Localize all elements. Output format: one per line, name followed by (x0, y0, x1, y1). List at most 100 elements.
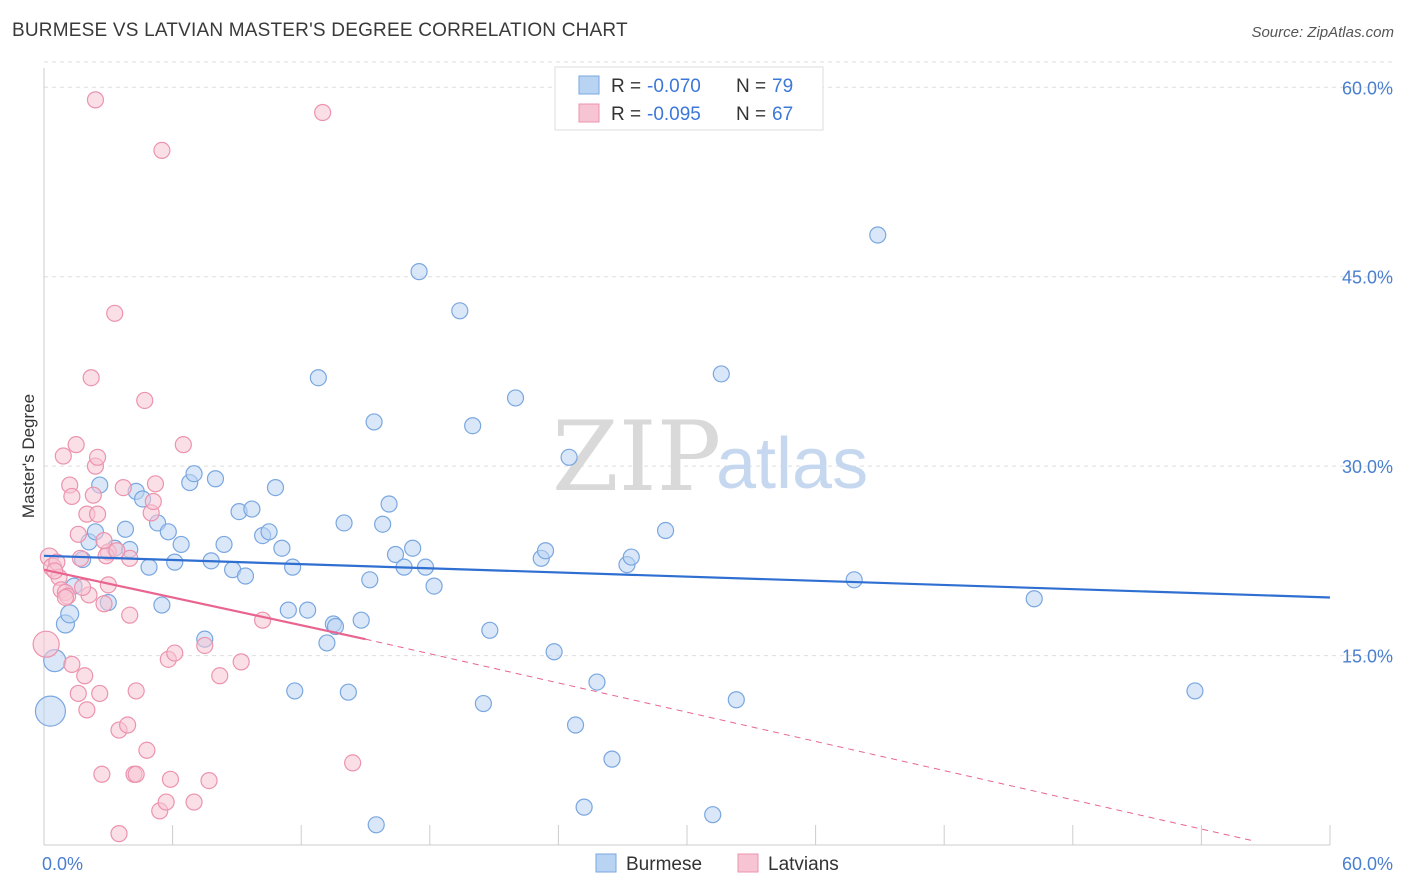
legend-r-value-latvians: -0.095 (647, 104, 701, 125)
latvian-point (144, 492, 162, 511)
burmese-point (266, 478, 285, 497)
burmese-point (603, 750, 621, 768)
legend-r-label-burmese: R = (611, 76, 641, 97)
burmese-point (273, 539, 291, 557)
burmese-point (536, 542, 555, 560)
latvian-point (88, 505, 107, 523)
stats-legend: R = -0.070 N = 79 R = -0.095 N = 67 (554, 66, 824, 131)
x-tick-label: 60.0% (1342, 854, 1393, 874)
burmese-point (215, 535, 233, 554)
burmese-point (185, 465, 203, 483)
burmese-point (309, 369, 327, 387)
burmese-point (172, 535, 190, 554)
burmese-point (575, 798, 593, 816)
burmese-point (166, 553, 184, 571)
series-legend-swatch-burmese (595, 853, 617, 873)
burmese-point (545, 643, 563, 661)
latvian-point (146, 475, 165, 493)
legend-swatch-burmese (578, 75, 600, 95)
latvian-point (196, 636, 214, 655)
latvian-point (95, 595, 113, 613)
watermark-atlas: atlas (716, 424, 868, 504)
burmese-point (451, 302, 469, 320)
burmese-point (727, 691, 745, 709)
burmese-point (153, 596, 171, 614)
latvian-point (211, 667, 229, 685)
latvian-point (82, 369, 100, 387)
burmese-point (588, 673, 606, 691)
stats-legend-box (554, 66, 824, 131)
latvian-point (88, 448, 107, 466)
burmese-point (236, 567, 255, 585)
latvian-point (200, 771, 218, 790)
burmese-point (464, 417, 482, 435)
legend-n-value-burmese: 79 (772, 76, 793, 97)
latvian-point (314, 103, 332, 122)
data-points (32, 91, 1204, 843)
source-credit: Source: ZipAtlas.com (1251, 24, 1394, 41)
latvian-point (166, 644, 184, 662)
latvian-trend-extension (365, 638, 1256, 842)
series-legend: Burmese Latvians (595, 853, 839, 875)
burmese-point (566, 716, 585, 734)
burmese-point (410, 263, 428, 281)
latvian-point (153, 141, 171, 160)
burmese-point (361, 571, 379, 589)
burmese-point (299, 601, 317, 619)
latvian-point (121, 606, 139, 624)
latvian-point (114, 478, 132, 497)
chart-title: BURMESE VS LATVIAN MASTER'S DEGREE CORRE… (12, 20, 628, 41)
burmese-point (279, 601, 297, 619)
burmese-point (712, 365, 730, 383)
burmese-point (560, 448, 578, 466)
latvian-point (161, 770, 180, 788)
latvian-point (174, 436, 192, 454)
y-tick-label: 15.0% (1342, 647, 1393, 667)
x-tick-labels: 0.0% 60.0% (42, 854, 1393, 874)
burmese-point (1025, 590, 1043, 608)
latvian-point (185, 793, 203, 811)
burmese-point (869, 226, 887, 244)
legend-n-label-burmese: N = (736, 76, 766, 97)
latvian-point (67, 436, 85, 454)
burmese-point (704, 806, 722, 824)
latvian-point (76, 667, 94, 685)
burmese-point (159, 523, 177, 541)
burmese-point (474, 694, 492, 713)
latvian-point (56, 588, 75, 607)
latvian-point (63, 655, 81, 674)
y-tick-label: 45.0% (1342, 268, 1393, 288)
latvian-point (93, 765, 111, 783)
burmese-point (339, 683, 357, 701)
legend-n-value-latvians: 67 (772, 104, 793, 125)
burmese-point (656, 521, 675, 540)
gridlines (44, 61, 1392, 657)
burmese-point (335, 514, 353, 532)
burmese-point (425, 577, 443, 595)
latvian-trend-line (43, 568, 366, 641)
burmese-point (286, 682, 304, 700)
burmese-point (243, 500, 261, 518)
legend-n-label-latvians: N = (736, 104, 766, 125)
burmese-point (1186, 682, 1204, 700)
latvian-point (118, 716, 137, 734)
y-tick-label: 30.0% (1342, 457, 1393, 477)
latvian-point (127, 682, 145, 700)
latvian-point (106, 304, 124, 322)
burmese-point (380, 495, 398, 513)
burmese-point (352, 611, 370, 629)
burmese-point (116, 520, 135, 538)
latvian-point (157, 793, 175, 811)
latvian-point (78, 701, 96, 719)
burmese-point (506, 389, 525, 407)
burmese-point (34, 695, 67, 727)
legend-r-label-latvians: R = (611, 104, 641, 125)
watermark-zip: ZIP (552, 401, 721, 513)
y-tick-label: 60.0% (1342, 78, 1393, 98)
latvian-point (136, 391, 154, 410)
latvian-point (63, 487, 81, 506)
latvian-point (32, 630, 60, 658)
series-legend-label-latvians: Latvians (768, 854, 839, 875)
latvian-point (95, 532, 113, 550)
